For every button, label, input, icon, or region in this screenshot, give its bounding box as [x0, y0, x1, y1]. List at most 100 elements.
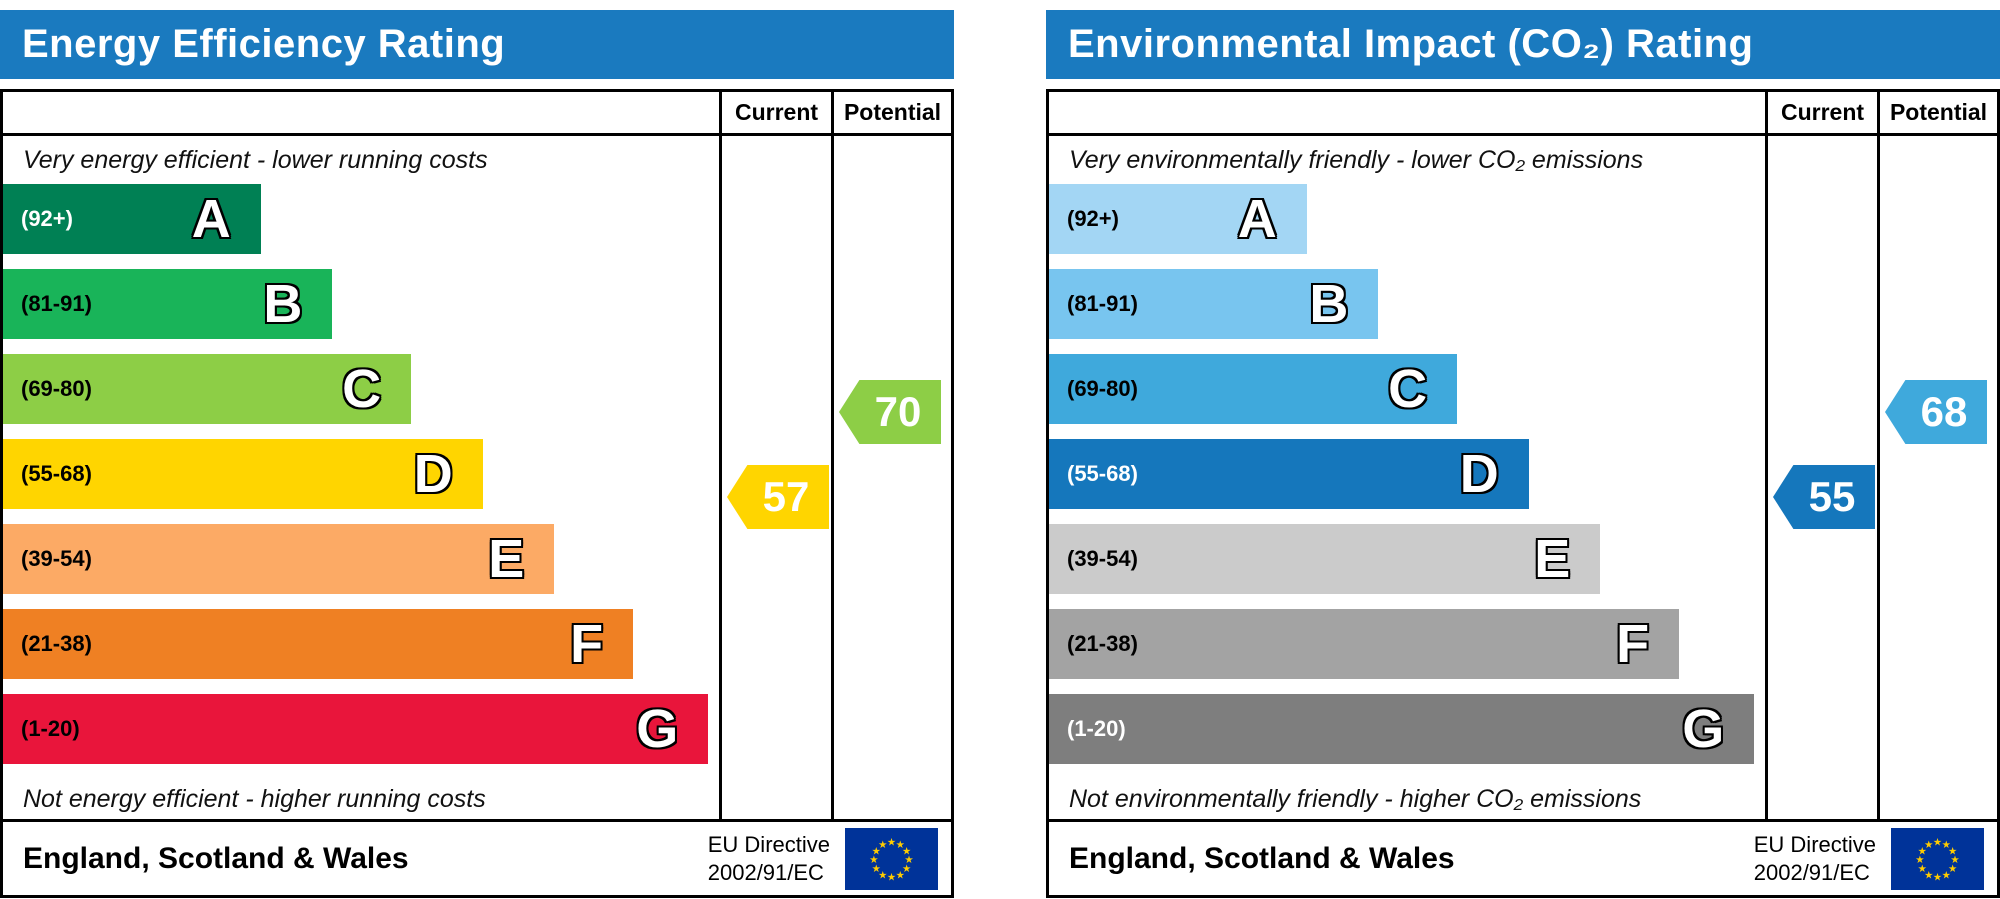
potential-column-header: Potential [1877, 92, 1997, 133]
band-range-label: (81-91) [1067, 291, 1138, 316]
band-bar-a: (92+) A [1049, 184, 1307, 254]
eu-flag-icon: ★ ★★ ★★★ ★★★ ★★★ [1891, 827, 1984, 890]
band-bar-f: (21-38) F [3, 609, 634, 679]
band-bar-c: (69-80) C [1049, 354, 1458, 424]
svg-text:★: ★ [878, 869, 887, 881]
svg-text:★: ★ [1924, 838, 1933, 850]
svg-text:★: ★ [872, 845, 881, 857]
svg-text:★: ★ [1918, 845, 1927, 857]
energy-panel-title: Energy Efficiency Rating [0, 10, 954, 79]
potential-rating-column: 70 [831, 136, 951, 819]
bands-header-spacer [1049, 92, 1765, 133]
band-bar-g: (1-20) G [1049, 694, 1755, 764]
top-note: Very environmentally friendly - lower CO… [1069, 145, 1644, 174]
band-row-a: (92+) A [3, 184, 719, 254]
band-range-label: (55-68) [21, 461, 92, 486]
svg-text:★: ★ [896, 869, 905, 881]
potential-column-header: Potential [831, 92, 951, 133]
band-row-d: (55-68) D [3, 439, 719, 509]
band-row-a: (92+) A [1049, 184, 1765, 254]
band-letter: F [1616, 614, 1650, 674]
bottom-note: Not energy efficient - higher running co… [23, 784, 486, 813]
band-row-c: (69-80) C [3, 354, 719, 424]
current-rating-column: 57 [719, 136, 831, 819]
band-letter: B [1309, 274, 1349, 334]
top-note: Very energy efficient - lower running co… [23, 145, 488, 174]
band-bar-e: (39-54) E [1049, 524, 1601, 594]
band-letter: C [342, 359, 382, 419]
band-bar-f: (21-38) F [1049, 609, 1680, 679]
table-body: Very energy efficient - lower running co… [3, 136, 951, 819]
table-head: Current Potential [1049, 92, 1997, 136]
band-letter: F [570, 614, 604, 674]
band-range-label: (21-38) [1067, 631, 1138, 656]
svg-text:★: ★ [878, 838, 887, 850]
table-head: Current Potential [3, 92, 951, 136]
potential-rating-value: 70 [874, 388, 922, 435]
bands-column: Very environmentally friendly - lower CO… [1049, 136, 1765, 819]
band-range-label: (21-38) [21, 631, 92, 656]
band-bar-c: (69-80) C [3, 354, 412, 424]
svg-text:★: ★ [1942, 869, 1951, 881]
band-row-b: (81-91) B [3, 269, 719, 339]
band-letter: A [1237, 189, 1277, 249]
band-row-g: (1-20) G [1049, 694, 1765, 764]
band-range-label: (69-80) [1067, 376, 1138, 401]
potential-rating-arrow: 70 [839, 380, 941, 444]
band-letter: G [1682, 699, 1725, 759]
eu-directive-label: EU Directive 2002/91/EC [1753, 832, 1876, 885]
svg-text:★: ★ [887, 836, 896, 848]
band-letter: B [263, 274, 303, 334]
band-letter: E [1534, 529, 1571, 589]
band-letter: E [488, 529, 525, 589]
environmental-impact-panel: Environmental Impact (CO₂) Rating Curren… [1046, 10, 2000, 898]
eu-flag-icon: ★ ★★ ★★★ ★★★ ★★★ [845, 827, 938, 890]
band-bar-g: (1-20) G [3, 694, 709, 764]
band-row-g: (1-20) G [3, 694, 719, 764]
energy-efficiency-panel: Energy Efficiency Rating Current Potenti… [0, 10, 954, 898]
region-label: England, Scotland & Wales [23, 841, 409, 875]
svg-text:★: ★ [1918, 862, 1927, 874]
band-row-f: (21-38) F [3, 609, 719, 679]
band-letter: D [1459, 444, 1499, 504]
band-list: (92+) A (81-91) B (69-80) C (55-68) D (39-54) E (2… [1049, 184, 1765, 764]
svg-text:★: ★ [904, 854, 913, 866]
band-row-d: (55-68) D [1049, 439, 1765, 509]
svg-text:★: ★ [1948, 845, 1957, 857]
band-bar-d: (55-68) D [3, 439, 483, 509]
band-letter: D [413, 444, 453, 504]
band-row-b: (81-91) B [1049, 269, 1765, 339]
svg-text:★: ★ [1933, 871, 1942, 883]
bands-header-spacer [3, 92, 719, 133]
band-letter: A [191, 189, 231, 249]
band-range-label: (92+) [21, 206, 73, 231]
band-row-f: (21-38) F [1049, 609, 1765, 679]
svg-text:★: ★ [1915, 854, 1924, 866]
potential-rating-value: 68 [1920, 388, 1968, 435]
energy-rating-table: Current Potential Very energy efficient … [0, 89, 954, 898]
svg-text:★: ★ [872, 862, 881, 874]
band-bar-a: (92+) A [3, 184, 261, 254]
svg-text:★: ★ [1924, 869, 1933, 881]
band-bar-d: (55-68) D [1049, 439, 1529, 509]
band-range-label: (81-91) [21, 291, 92, 316]
environmental-rating-table: Current Potential Very environmentally f… [1046, 89, 2000, 898]
region-label: England, Scotland & Wales [1069, 841, 1455, 875]
svg-text:★: ★ [896, 838, 905, 850]
band-letter: G [636, 699, 679, 759]
svg-text:★: ★ [902, 862, 911, 874]
band-list: (92+) A (81-91) B (69-80) C (55-68) D (39-54) E (2… [3, 184, 719, 764]
band-range-label: (55-68) [1067, 461, 1138, 486]
environmental-panel-title: Environmental Impact (CO₂) Rating [1046, 10, 2000, 79]
band-bar-b: (81-91) B [1049, 269, 1379, 339]
bands-column: Very energy efficient - lower running co… [3, 136, 719, 819]
current-rating-value: 57 [762, 473, 810, 520]
svg-text:★: ★ [902, 845, 911, 857]
svg-text:★: ★ [869, 854, 878, 866]
table-body: Very environmentally friendly - lower CO… [1049, 136, 1997, 819]
band-range-label: (1-20) [21, 716, 80, 741]
svg-text:★: ★ [1948, 862, 1957, 874]
potential-rating-column: 68 [1877, 136, 1997, 819]
svg-text:★: ★ [887, 871, 896, 883]
